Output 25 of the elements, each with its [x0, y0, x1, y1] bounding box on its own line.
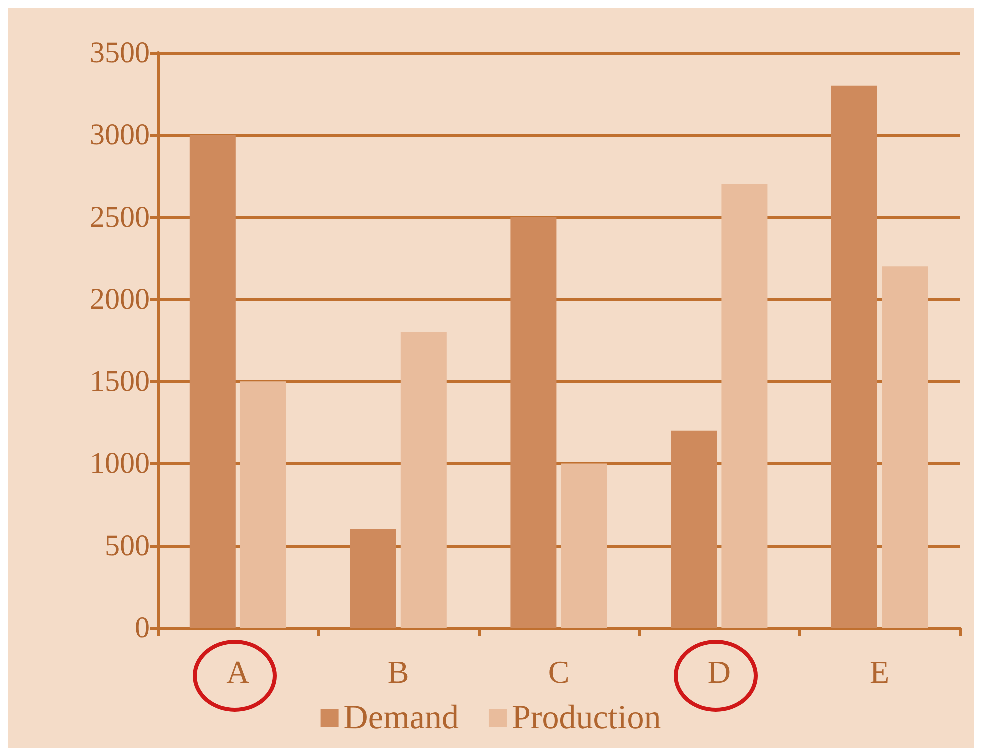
- bar: [350, 529, 396, 628]
- x-tick-label: D: [708, 654, 731, 690]
- x-tick-label: C: [548, 654, 570, 690]
- bar: [510, 217, 557, 628]
- x-tick-label: A: [226, 654, 250, 690]
- bar: [832, 86, 878, 628]
- y-tick-label: 3500: [90, 36, 150, 70]
- bar: [671, 430, 718, 628]
- bar: [400, 332, 447, 628]
- bar: [882, 266, 928, 628]
- legend-label: Production: [512, 700, 662, 736]
- bar: [722, 184, 768, 628]
- bar: [561, 464, 608, 628]
- y-tick-label: 1500: [90, 365, 150, 398]
- y-tick-label: 3000: [90, 118, 150, 152]
- y-tick-label: 0: [135, 612, 150, 644]
- legend-label: Demand: [344, 700, 459, 736]
- x-tick-label: E: [870, 654, 890, 690]
- y-tick-label: 500: [105, 529, 150, 562]
- bar: [190, 135, 236, 628]
- bar: [240, 382, 286, 628]
- x-tick-label: B: [388, 654, 410, 690]
- y-tick-label: 2000: [90, 282, 150, 316]
- y-tick-label: 1000: [90, 447, 150, 480]
- y-tick-label: 2500: [90, 200, 150, 234]
